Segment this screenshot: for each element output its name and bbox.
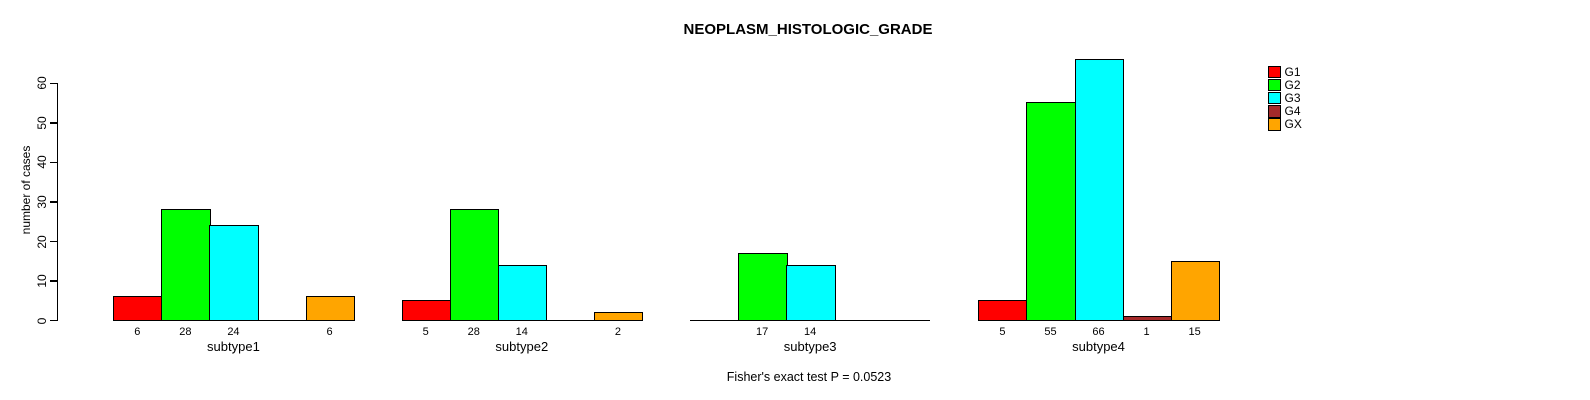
legend-swatch-G2 [1268,78,1281,92]
bar-value-label: 14 [804,325,817,338]
bar-G3-subtype3 [786,264,836,322]
bar-G4-subtype4 [1122,315,1173,322]
category-label: subtype3 [783,339,837,354]
y-axis-tick-label: 40 [35,155,49,170]
y-axis-tick [49,280,57,282]
bar-G3-subtype4 [1074,58,1125,322]
bar-G1-subtype4 [978,300,1028,322]
bar-value-label: 6 [326,325,333,338]
bar-GX-subtype2 [593,312,644,322]
legend-swatch-G1 [1268,65,1281,79]
bar-GX-subtype4 [1170,260,1221,322]
bar-value-label: 55 [1044,325,1057,338]
legend-label-G2: G2 [1284,78,1301,93]
y-axis-tick-label: 20 [35,234,49,249]
bar-G1-subtype2 [401,300,452,322]
y-axis-tick [49,161,57,164]
bar-G3-subtype2 [497,264,548,322]
bar-value-label: 5 [422,325,429,338]
legend-row-G2: G2 [1268,78,1301,93]
y-axis-tick [49,240,57,243]
bar-value-label: 1 [1143,325,1150,338]
bar-value-label: 66 [1092,325,1105,338]
bar-G2-subtype4 [1026,102,1076,322]
legend-swatch-G3 [1268,91,1281,105]
bar-value-label: 14 [515,325,528,338]
legend-row-G1: G1 [1268,65,1301,79]
legend-label-GX: GX [1284,117,1302,132]
legend-label-G4: G4 [1284,104,1301,119]
legend-swatch-GX [1268,118,1281,131]
y-axis-title: number of cases [19,145,33,235]
y-axis-tick-label: 0 [35,317,49,325]
y-axis-tick [49,82,57,85]
bar-value-label: 2 [614,325,621,338]
bar-value-label: 24 [227,325,240,338]
legend-row-GX: GX [1268,117,1302,132]
bar-G2-subtype1 [161,209,211,322]
chart-title: NEOPLASM_HISTOLOGIC_GRADE [683,21,933,38]
y-axis-tick-label: 50 [35,116,49,130]
legend-swatch-G4 [1268,105,1281,118]
y-axis-tick-label: 10 [35,274,49,288]
bar-value-label: 15 [1188,325,1201,338]
y-axis-tick [49,201,57,203]
bar-G2-subtype3 [738,252,788,322]
y-axis-line [56,82,58,322]
y-axis-tick-label: 30 [35,195,49,209]
category-label: subtype1 [207,339,260,354]
bar-G3-subtype1 [209,224,259,322]
legend-label-G1: G1 [1284,65,1301,79]
bar-G1-subtype1 [113,296,163,322]
bar-value-label: 5 [999,325,1006,338]
y-axis-tick-label: 60 [35,76,49,90]
legend-row-G4: G4 [1268,104,1301,119]
category-label: subtype4 [1072,339,1125,354]
fisher-annotation: Fisher's exact test P = 0.0523 [726,370,892,384]
category-label: subtype2 [495,339,549,354]
legend-label-G3: G3 [1284,91,1301,106]
legend-row-G3: G3 [1268,91,1301,106]
bar-G2-subtype2 [449,209,500,322]
y-axis-tick [49,319,57,322]
bar-value-label: 6 [134,325,141,338]
bar-value-label: 28 [179,325,192,338]
bar-value-label: 17 [755,325,769,338]
y-axis-tick [49,122,57,124]
bar-GX-subtype1 [305,296,356,322]
bar-value-label: 28 [467,325,480,338]
